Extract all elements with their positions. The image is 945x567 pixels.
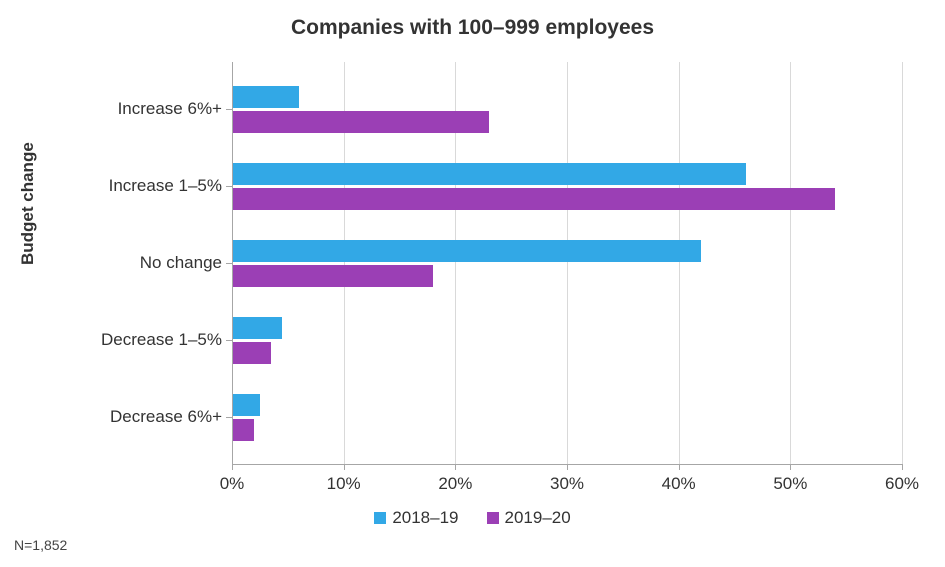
y-axis-title: Budget change bbox=[18, 142, 38, 265]
legend-swatch bbox=[487, 512, 499, 524]
x-tick-label: 40% bbox=[662, 474, 696, 494]
category-label: Decrease 1–5% bbox=[101, 330, 232, 350]
legend-item: 2019–20 bbox=[487, 508, 571, 528]
x-tick-label: 20% bbox=[438, 474, 472, 494]
plot-area: 0%10%20%30%40%50%60%Increase 6%+Increase… bbox=[232, 62, 902, 464]
x-axis-line bbox=[232, 464, 902, 465]
x-tick-label: 60% bbox=[885, 474, 919, 494]
chart-title: Companies with 100–999 employees bbox=[0, 16, 945, 40]
bar bbox=[233, 111, 489, 133]
gridline bbox=[679, 62, 680, 464]
category-label: Increase 6%+ bbox=[118, 99, 232, 119]
bar bbox=[233, 188, 835, 210]
bar bbox=[233, 265, 433, 287]
x-tick-label: 10% bbox=[327, 474, 361, 494]
bar bbox=[233, 86, 299, 108]
legend-label: 2018–19 bbox=[392, 508, 458, 528]
legend-item: 2018–19 bbox=[374, 508, 458, 528]
legend-label: 2019–20 bbox=[505, 508, 571, 528]
gridline bbox=[902, 62, 903, 464]
bar bbox=[233, 342, 271, 364]
bar bbox=[233, 317, 282, 339]
x-tick-label: 30% bbox=[550, 474, 584, 494]
x-tick-label: 0% bbox=[220, 474, 245, 494]
bar bbox=[233, 394, 260, 416]
bar bbox=[233, 240, 701, 262]
gridline bbox=[790, 62, 791, 464]
legend: 2018–19 2019–20 bbox=[0, 508, 945, 529]
x-tick bbox=[902, 464, 903, 470]
chart-container: Companies with 100–999 employees Budget … bbox=[0, 0, 945, 567]
legend-swatch bbox=[374, 512, 386, 524]
sample-size-footnote: N=1,852 bbox=[14, 537, 67, 553]
category-label: No change bbox=[140, 253, 232, 273]
gridline bbox=[567, 62, 568, 464]
category-label: Increase 1–5% bbox=[109, 176, 232, 196]
category-label: Decrease 6%+ bbox=[110, 407, 232, 427]
bar bbox=[233, 419, 254, 441]
x-tick-label: 50% bbox=[773, 474, 807, 494]
bar bbox=[233, 163, 746, 185]
